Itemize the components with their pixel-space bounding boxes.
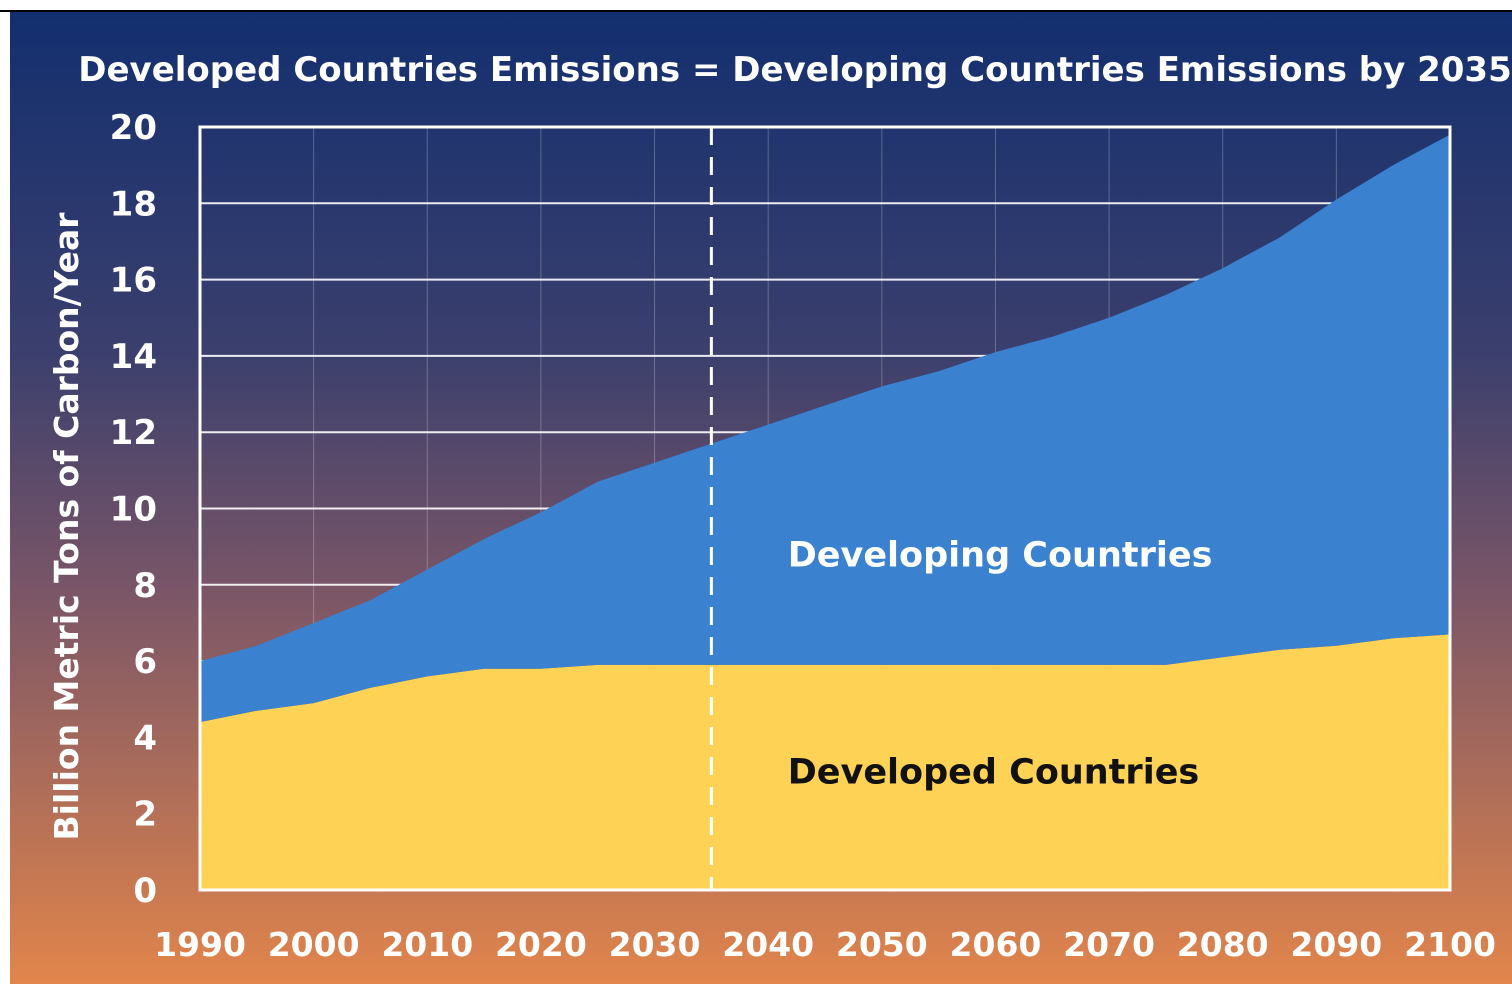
x-tick-label: 2060 [950,925,1042,964]
x-tick-label: 2040 [722,925,814,964]
y-tick-label: 8 [133,566,157,606]
y-tick-label: 12 [110,413,157,453]
x-tick-label: 2050 [836,925,928,964]
y-tick-label: 4 [133,718,157,758]
y-tick-label: 18 [110,184,157,224]
x-tick-label: 2090 [1290,925,1382,964]
x-tick-label: 1990 [154,925,246,964]
x-tick-label: 2010 [381,925,473,964]
x-tick-label: 2000 [268,925,360,964]
series-annotations: Developing Countries Developed Countries [788,535,1213,792]
x-tick-label: 2080 [1177,925,1269,964]
y-tick-label: 6 [133,642,157,682]
y-tick-label: 14 [110,337,157,377]
x-tick-label: 2020 [495,925,587,964]
chart-title: Developed Countries Emissions = Developi… [78,50,1511,90]
x-tick-label: 2030 [609,925,701,964]
area-developing-countries [200,134,1450,723]
area-developed-countries [200,634,1450,890]
y-tick-labels: 0 2 4 6 8 10 12 14 16 18 20 [110,108,157,911]
plot-frame [198,125,1452,892]
y-axis-label: Billion Metric Tons of Carbon/Year [47,212,86,841]
y-tick-label: 20 [110,108,157,148]
annotation-developing-countries: Developing Countries [788,535,1213,575]
x-tick-labels: 1990 2000 2010 2020 2030 2040 2050 2060 2070 2080… [154,925,1496,964]
annotation-developed-countries: Developed Countries [788,753,1200,793]
top-margin [0,0,1512,12]
area-series [200,134,1450,890]
plot-border [198,125,1452,892]
y-tick-label: 2 [133,795,157,835]
y-tick-label: 16 [110,261,157,301]
x-tick-label: 2100 [1404,925,1496,964]
y-tick-label: 0 [133,871,157,911]
x-tick-label: 2070 [1063,925,1155,964]
y-tick-label: 10 [110,490,157,530]
